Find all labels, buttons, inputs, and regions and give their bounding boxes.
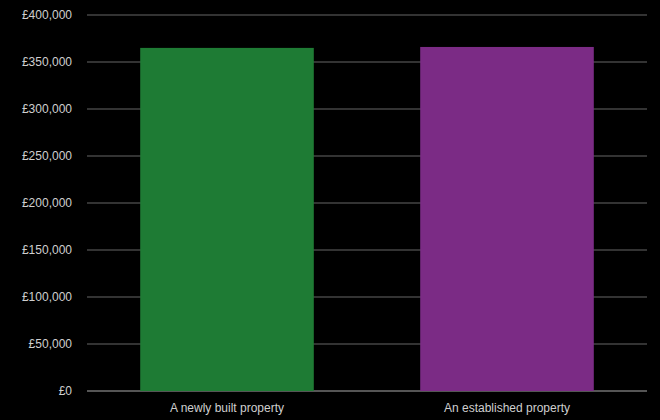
tick-label: £400,000	[22, 8, 72, 22]
tick-label: £250,000	[22, 149, 72, 163]
tick-label: £150,000	[22, 243, 72, 257]
tick-label: £350,000	[22, 55, 72, 69]
tick-label: £0	[59, 384, 73, 398]
category-label: An established property	[444, 401, 570, 415]
tick-label: £100,000	[22, 290, 72, 304]
tick-label: £200,000	[22, 196, 72, 210]
tick-label: £300,000	[22, 102, 72, 116]
bar	[140, 48, 314, 391]
chart: £0 £50,000 £100,000 £150,000 £200,000 £250,00…	[0, 0, 660, 420]
bars	[140, 47, 594, 391]
tick-label: £50,000	[29, 337, 73, 351]
grid-line	[87, 15, 647, 16]
category-label: A newly built property	[170, 401, 284, 415]
background	[0, 0, 660, 420]
bar	[420, 47, 594, 391]
